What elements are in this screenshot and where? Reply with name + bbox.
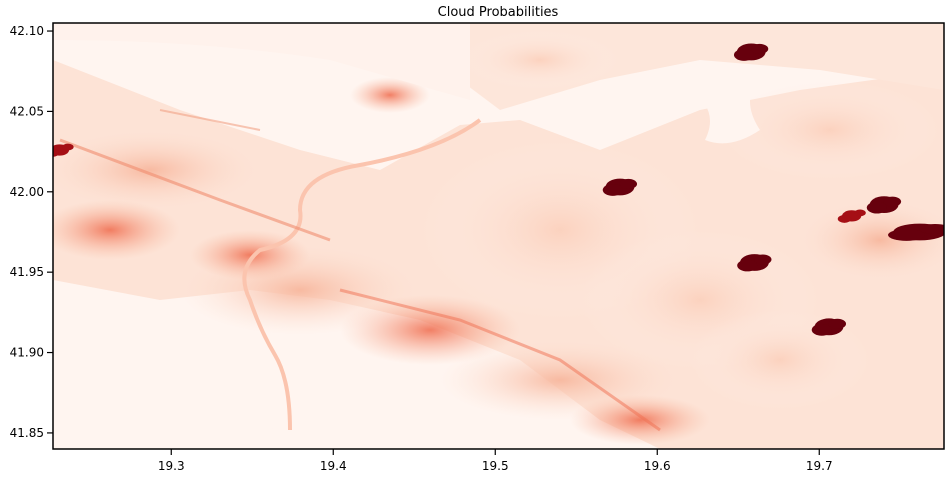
x-tick-label: 19.3 — [158, 459, 185, 473]
x-tick-label: 19.4 — [320, 459, 347, 473]
x-tick-label: 19.6 — [644, 459, 671, 473]
high-probability-cloud — [737, 254, 772, 272]
high-probability-cloud — [866, 196, 902, 214]
high-probability-cloud — [602, 178, 638, 196]
high-probability-cloud — [811, 318, 847, 336]
high-probability-cloud — [837, 209, 866, 223]
x-axis: 19.3 19.4 19.5 19.6 19.7 — [158, 449, 833, 473]
y-tick-label: 41.85 — [10, 426, 44, 440]
heatmap-raster — [53, 23, 944, 449]
high-probability-cloud — [53, 143, 74, 157]
chart-title: Cloud Probabilities — [438, 5, 559, 20]
high-probability-cloud — [888, 223, 944, 241]
x-tick-label: 19.7 — [806, 459, 833, 473]
x-tick-label: 19.5 — [482, 459, 509, 473]
high-probability-cloud — [733, 43, 769, 61]
y-tick-label: 42.05 — [10, 104, 44, 118]
y-tick-label: 42.00 — [10, 185, 44, 199]
y-tick-label: 41.95 — [10, 265, 44, 279]
y-tick-label: 42.10 — [10, 24, 44, 38]
y-tick-label: 41.90 — [10, 346, 44, 360]
plot-frame — [52, 22, 945, 450]
y-axis: 42.10 42.05 42.00 41.95 41.90 41.85 — [10, 24, 53, 440]
